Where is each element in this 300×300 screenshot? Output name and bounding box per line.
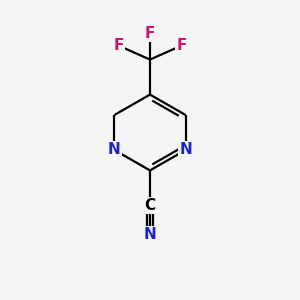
Text: N: N — [144, 227, 156, 242]
Text: F: F — [176, 38, 187, 53]
Text: N: N — [108, 142, 121, 158]
Text: C: C — [144, 198, 156, 213]
Text: F: F — [113, 38, 124, 53]
Text: F: F — [145, 26, 155, 41]
Text: N: N — [179, 142, 192, 158]
